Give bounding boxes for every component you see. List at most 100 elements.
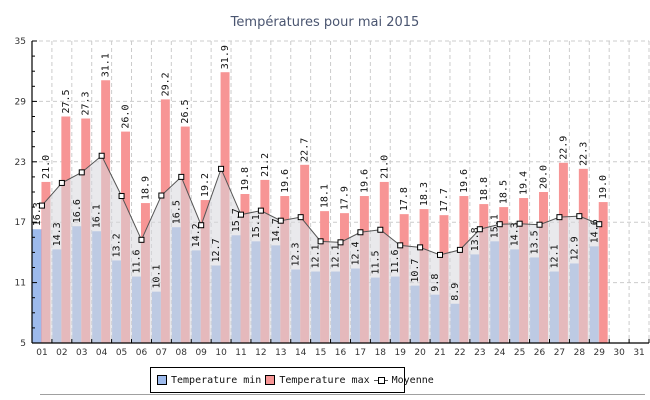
data-label-max: 17.8 [399,187,410,211]
data-label-min: 13.8 [470,227,481,251]
average-marker [476,226,483,233]
data-label-min: 12.7 [211,238,222,262]
x-tick-label: 14 [295,348,307,358]
data-label-max: 22.9 [558,136,569,160]
x-tick-label: 18 [375,348,387,358]
x-tick-label: 11 [235,348,246,358]
grid [32,40,650,343]
axes: 5 11 17 23 29 35 01 02 03 04 05 06 07 08 09 10 11 12 13 14 1… [15,37,650,358]
x-tick-label: 21 [434,348,445,358]
x-tick-label: 30 [613,348,625,358]
x-tick-label: 08 [176,348,188,358]
data-label-min: 12.3 [291,242,302,266]
average-marker [297,214,304,221]
average-marker [158,192,165,199]
data-label-min: 15.1 [251,214,262,238]
legend-label-max: Temperature max [279,374,370,386]
y-tick-label: 5 [20,339,26,349]
data-label-max: 22.7 [300,138,311,162]
y-tick-label: 29 [15,97,27,107]
data-label-max: 19.6 [459,169,470,193]
average-marker [38,202,45,209]
legend-item-min: Temperature min [157,375,261,386]
x-tick-label: 05 [116,348,127,358]
data-label-max: 21.0 [379,155,390,179]
data-label-max: 19.4 [519,171,530,195]
average-marker [78,169,85,176]
average-marker [556,214,563,221]
data-label-max: 19.8 [240,167,251,191]
data-label-max: 21.2 [260,153,271,177]
data-label-max: 29.2 [160,72,171,96]
data-label-max: 17.9 [339,186,350,210]
y-tick-label: 17 [15,218,26,228]
average-marker [516,220,523,227]
data-label-max: 18.3 [419,182,430,206]
data-label-min: 9.8 [430,274,441,292]
legend-line-marker-icon [373,375,388,385]
x-tick-label: 10 [215,348,227,358]
data-label-min: 14.3 [510,222,521,246]
x-tick-label: 23 [474,348,485,358]
x-tick-label: 27 [554,348,565,358]
data-label-min: 16.3 [32,202,43,226]
data-label-min: 15.1 [490,214,501,238]
average-marker [377,226,384,233]
average-marker [277,217,284,224]
x-tick-label: 19 [394,348,406,358]
average-area-fill [41,155,600,343]
x-tick-label: 29 [594,348,606,358]
average-marker [496,221,503,228]
average-marker [237,211,244,218]
data-label-min: 12.4 [350,241,361,265]
average-marker [536,221,543,228]
data-label-max: 18.5 [499,180,510,204]
x-tick-label: 04 [96,348,108,358]
data-label-min: 12.1 [549,244,560,268]
data-label-max: 17.7 [439,188,450,212]
data-label-min: 14.7 [271,218,282,242]
data-labels: 16.3 21.0 14.3 27.5 16.6 27.3 16.1 31.1 13.2 26.0… [32,45,609,301]
x-tick-label: 26 [534,348,546,358]
average-marker [198,222,205,229]
x-tick-label: 28 [574,348,586,358]
y-tick-label: 11 [15,279,26,289]
x-tick-label: 06 [136,348,148,358]
average-marker [138,236,145,243]
data-label-min: 11.5 [370,250,381,274]
average-marker [98,152,105,159]
data-label-min: 12.9 [569,236,580,260]
average-marker [118,193,125,200]
data-label-max: 19.6 [359,169,370,193]
average-marker [437,251,444,258]
legend-label-average: Moyenne [391,374,434,386]
data-label-min: 12.1 [331,244,342,268]
data-label-max: 19.6 [280,169,291,193]
x-tick-label: 25 [514,348,525,358]
data-label-min: 11.6 [390,249,401,273]
data-label-max: 31.9 [220,45,231,69]
data-label-max: 27.3 [81,91,92,115]
data-label-max: 31.1 [101,53,112,77]
average-marker [178,173,185,180]
data-label-min: 16.1 [92,204,103,228]
data-label-min: 12.1 [311,244,322,268]
data-label-max: 22.3 [578,142,589,166]
average-marker [576,213,583,220]
data-label-max: 19.0 [598,175,609,199]
x-tick-label: 15 [315,348,326,358]
bottom-rule [40,394,645,395]
data-label-max: 18.8 [479,177,490,201]
data-label-max: 18.9 [140,176,151,200]
data-label-min: 13.5 [530,230,541,254]
average-marker [337,239,344,246]
data-label-max: 20.0 [539,165,550,189]
x-tick-label: 16 [335,348,347,358]
data-label-max: 27.5 [61,89,72,113]
data-label-max: 26.0 [121,105,132,129]
x-tick-label: 02 [56,348,67,358]
average-marker [58,179,65,186]
bar-max-29 [598,202,608,343]
data-label-max: 18.1 [320,184,331,208]
